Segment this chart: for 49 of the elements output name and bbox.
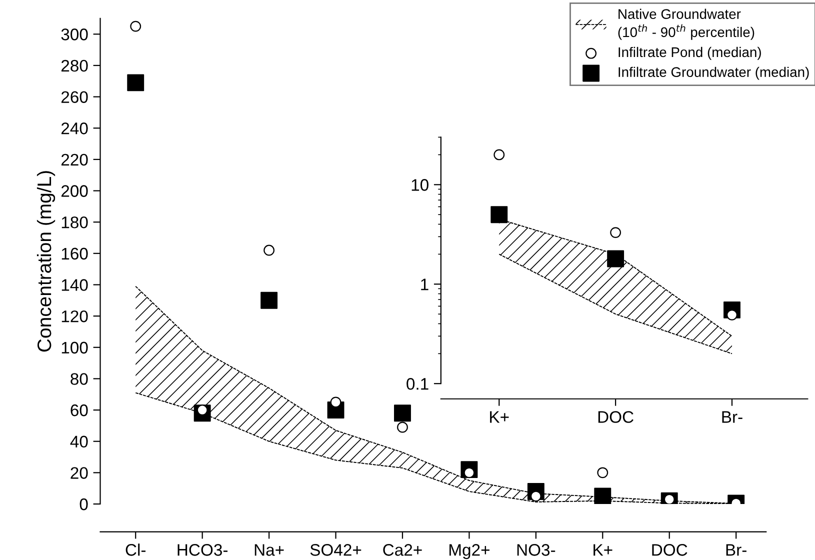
point — [594, 488, 612, 504]
y-tick-label: 20 — [70, 467, 88, 479]
point — [490, 206, 508, 224]
x-tick-label: Na+ — [254, 544, 284, 556]
point — [127, 74, 144, 92]
point — [597, 467, 608, 478]
y-tick-label: 260 — [61, 91, 88, 103]
x-tick-label: SO42+ — [310, 544, 362, 556]
y-tick-label: 0 — [80, 498, 88, 510]
y-tick-label: 80 — [70, 373, 88, 385]
y-tick-label: 240 — [61, 122, 88, 134]
x-tick-label: HCO3- — [178, 544, 228, 556]
y-tick-label: 120 — [62, 310, 88, 322]
point — [610, 227, 622, 238]
y-tick-label: 200 — [61, 185, 88, 197]
x-tick-label: Br- — [722, 411, 742, 423]
x-tick-label: Ca2+ — [383, 544, 422, 556]
legend-label: Native Groundwater (10$^{th}$ - 90$^{th}$ percentile) — [618, 8, 754, 40]
point — [260, 292, 278, 309]
point — [330, 396, 342, 408]
legend-label: Infiltrate Groundwater (median) — [618, 66, 809, 80]
point — [494, 149, 505, 160]
y-tick-label: 300 — [61, 28, 88, 40]
x-tick-label: Mg2+ — [449, 544, 490, 560]
x-tick-label: NO3- — [517, 544, 556, 556]
y-tick-label: 100 — [62, 342, 88, 354]
x-tick-label: Br- — [726, 544, 746, 556]
point — [607, 250, 624, 268]
y-tick-label: 60 — [70, 404, 88, 416]
y-tick-label: 280 — [61, 60, 88, 72]
legend-label: Infiltrate Pond (median) — [618, 46, 761, 60]
point — [397, 422, 408, 433]
x-tick-label: K+ — [490, 411, 509, 423]
point — [394, 404, 411, 422]
x-tick-label: Cl- — [126, 544, 146, 556]
y-tick-label: 140 — [62, 279, 88, 291]
y-tick-label: 160 — [62, 248, 88, 260]
x-tick-label: K+ — [594, 544, 612, 556]
y-tick-label: 1 — [421, 278, 428, 290]
y-tick-label: 40 — [70, 436, 88, 448]
x-tick-label: DOC — [652, 544, 688, 556]
point — [130, 20, 142, 32]
y-axis-title: Concentration (mg/L) — [36, 171, 56, 352]
point — [264, 244, 275, 256]
y-tick-label: 220 — [61, 154, 88, 166]
y-tick-label: 10 — [412, 179, 428, 191]
x-tick-label: DOC — [598, 411, 634, 423]
y-tick-label: 0.1 — [406, 378, 428, 390]
y-tick-label: 180 — [62, 216, 88, 228]
